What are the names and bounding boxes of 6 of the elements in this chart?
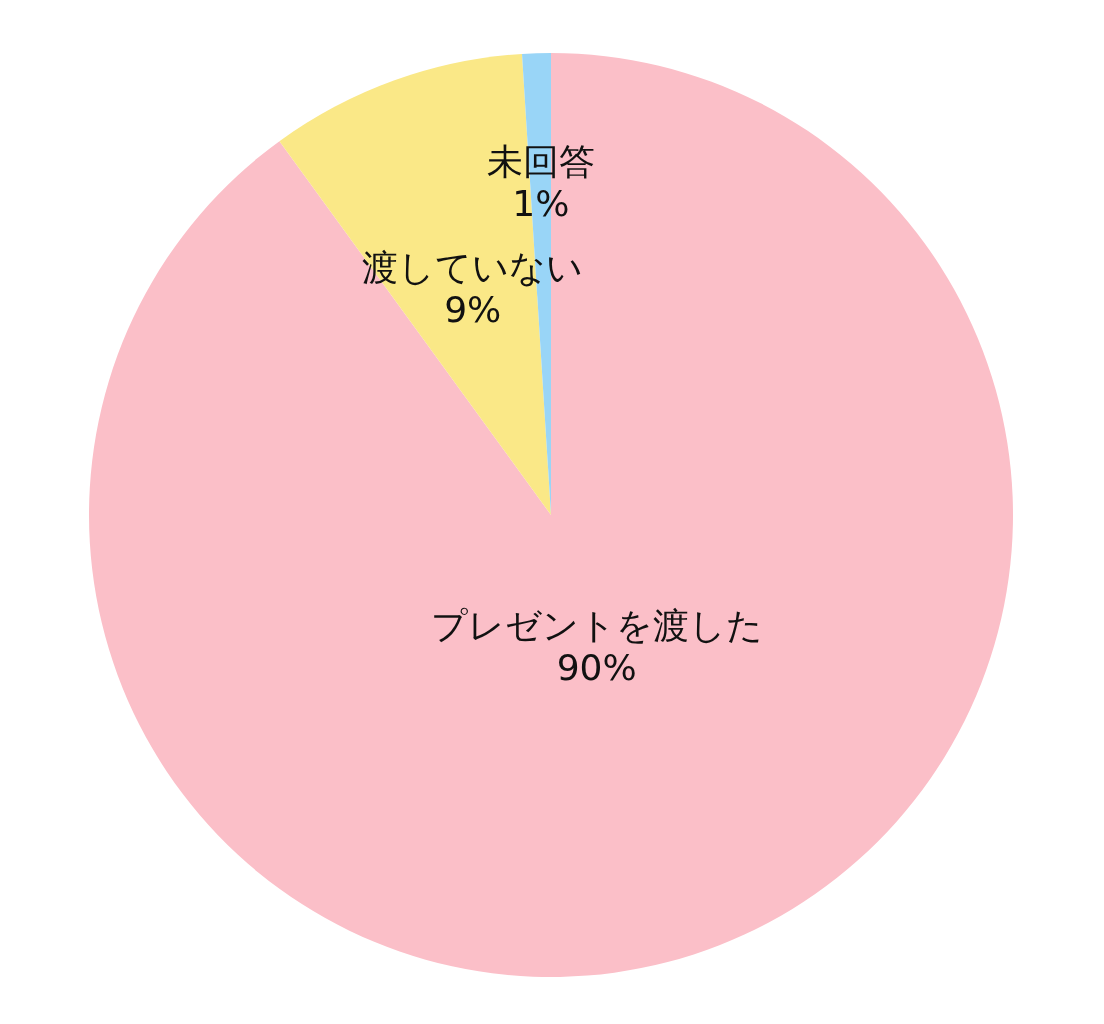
- slice-label: 未回答: [486, 140, 595, 182]
- slice-label: プレゼントを渡した: [430, 604, 763, 646]
- data-label: 9%: [444, 288, 502, 330]
- data-label: 90%: [556, 646, 637, 688]
- slice-label: 渡していない: [362, 246, 584, 288]
- data-label: 1%: [512, 182, 570, 224]
